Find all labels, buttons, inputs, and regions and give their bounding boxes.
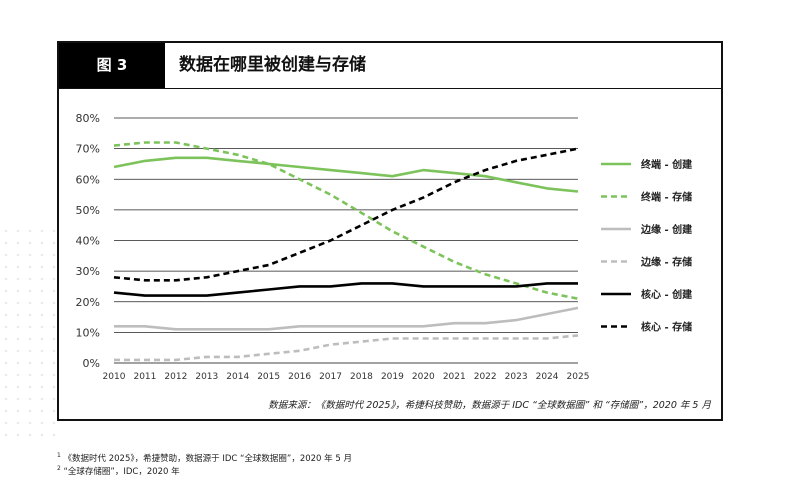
x-tick-label: 2011 (133, 372, 156, 382)
y-tick-label: 40% (76, 235, 100, 248)
x-tick-label: 2010 (103, 372, 126, 382)
figure-card: 图 3 数据在哪里被创建与存储 0% 10% 20% 30% 40% 50% 60% 70% 8… (57, 41, 723, 421)
series-line (113, 282, 578, 297)
y-tick-label: 70% (76, 143, 100, 156)
x-tick-label: 2016 (288, 372, 311, 382)
series-line (113, 156, 579, 193)
footnote-1-mark: 1 (57, 452, 61, 460)
line-chart: 0% 10% 20% 30% 40% 50% 60% 70% 80% 2010 2011 2012 20… (76, 112, 694, 382)
x-tick-label: 2013 (195, 372, 218, 382)
footnote-2-mark: 2 (57, 465, 61, 473)
decorative-dot-pattern (0, 225, 60, 445)
x-tick-label: 2019 (381, 372, 404, 382)
figure-header: 图 3 数据在哪里被创建与存储 (59, 43, 721, 89)
y-tick-label: 10% (76, 326, 100, 339)
footnote-1: 1 《数据时代 2025》，希捷赞助，数据源于 IDC “全球数据圈”，2020… (57, 452, 352, 464)
legend-label: 边缘 - 创建 (640, 223, 693, 236)
x-tick-label: 2012 (164, 372, 187, 382)
legend-label: 终端 - 存储 (641, 191, 692, 204)
x-tick-label: 2022 (474, 372, 497, 382)
legend-label: 核心 - 创建 (641, 288, 693, 301)
series-line (113, 147, 579, 282)
y-tick-label: 30% (76, 265, 100, 278)
figure-label: 图 3 (59, 43, 165, 88)
x-tick-label: 2025 (567, 372, 590, 382)
y-tick-label: 80% (76, 112, 100, 125)
series-line (113, 141, 579, 300)
y-tick-label: 60% (76, 173, 100, 186)
series-line (114, 306, 579, 331)
x-tick-label: 2015 (257, 372, 280, 382)
footnote-2-text: “全球存储圈”，IDC，2020 年 (63, 467, 180, 477)
source-note: 数据来源：《数据时代 2025》，希捷科技赞助，数据源于 IDC “全球数据圈”… (268, 400, 711, 411)
y-tick-label: 0% (83, 357, 100, 370)
series-line (114, 334, 579, 362)
x-tick-label: 2017 (319, 372, 342, 382)
legend-label: 终端 - 创建 (641, 158, 693, 171)
footnote-1-text: 《数据时代 2025》，希捷赞助，数据源于 IDC “全球数据圈”，2020 年… (63, 454, 352, 464)
figure-title: 数据在哪里被创建与存储 (179, 55, 366, 75)
x-tick-label: 2021 (443, 372, 466, 382)
x-tick-label: 2023 (505, 372, 528, 382)
x-tick-label: 2020 (412, 372, 435, 382)
x-tick-label: 2024 (536, 372, 559, 382)
legend-label: 边缘 - 存储 (640, 256, 692, 269)
x-tick-label: 2018 (350, 372, 373, 382)
footnote-2: 2 “全球存储圈”，IDC，2020 年 (57, 465, 180, 477)
y-tick-label: 20% (76, 296, 100, 309)
x-tick-label: 2014 (226, 372, 249, 382)
y-tick-label: 50% (76, 204, 100, 217)
legend-label: 核心 - 存储 (641, 321, 692, 334)
